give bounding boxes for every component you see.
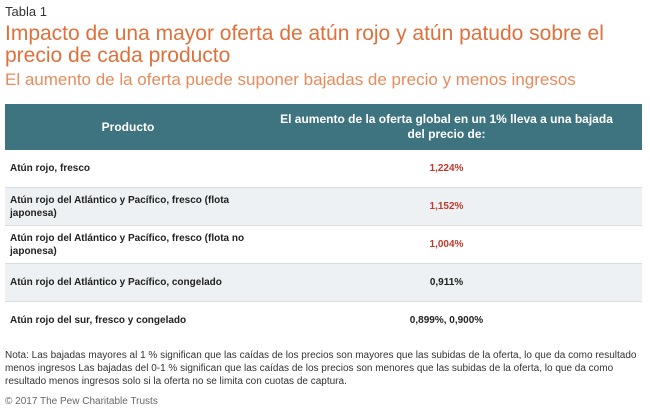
table-row: Atún rojo del Atlántico y Pacífico, cong… xyxy=(5,264,642,302)
page-subtitle: El aumento de la oferta puede suponer ba… xyxy=(5,70,576,89)
header-product: Producto xyxy=(101,119,155,134)
row-value: 0,911% xyxy=(429,277,464,288)
copyright: © 2017 The Pew Charitable Trusts xyxy=(5,396,158,407)
table-row: Atún rojo del Atlántico y Pacífico, fres… xyxy=(5,226,642,264)
row-product: Atún rojo del sur, fresco y congelado xyxy=(10,315,187,326)
header-effect: El aumento de la oferta global en un 1% … xyxy=(280,112,613,141)
row-product: Atún rojo del Atlántico y Pacífico, fres… xyxy=(10,232,245,257)
table-header: Producto El aumento de la oferta global … xyxy=(5,104,642,150)
page-title: Impacto de una mayor oferta de atún rojo… xyxy=(5,22,604,67)
row-product: Atún rojo del Atlántico y Pacífico, fres… xyxy=(10,194,230,219)
row-value: 0,899%, 0,900% xyxy=(409,315,484,326)
row-value: 1,224% xyxy=(429,163,464,174)
row-product: Atún rojo del Atlántico y Pacífico, cong… xyxy=(10,277,222,288)
table-label: Tabla 1 xyxy=(5,4,47,19)
table-row: Atún rojo, fresco 1,224% xyxy=(5,150,642,188)
row-product: Atún rojo, fresco xyxy=(10,163,91,174)
data-table: Producto El aumento de la oferta global … xyxy=(5,104,642,339)
row-value: 1,152% xyxy=(429,201,464,212)
table-row: Atún rojo del Atlántico y Pacífico, fres… xyxy=(5,188,642,226)
footnote: Nota: Las bajadas mayores al 1 % signifi… xyxy=(5,350,637,387)
table-row: Atún rojo del sur, fresco y congelado 0,… xyxy=(5,302,642,339)
row-value: 1,004% xyxy=(429,239,464,250)
